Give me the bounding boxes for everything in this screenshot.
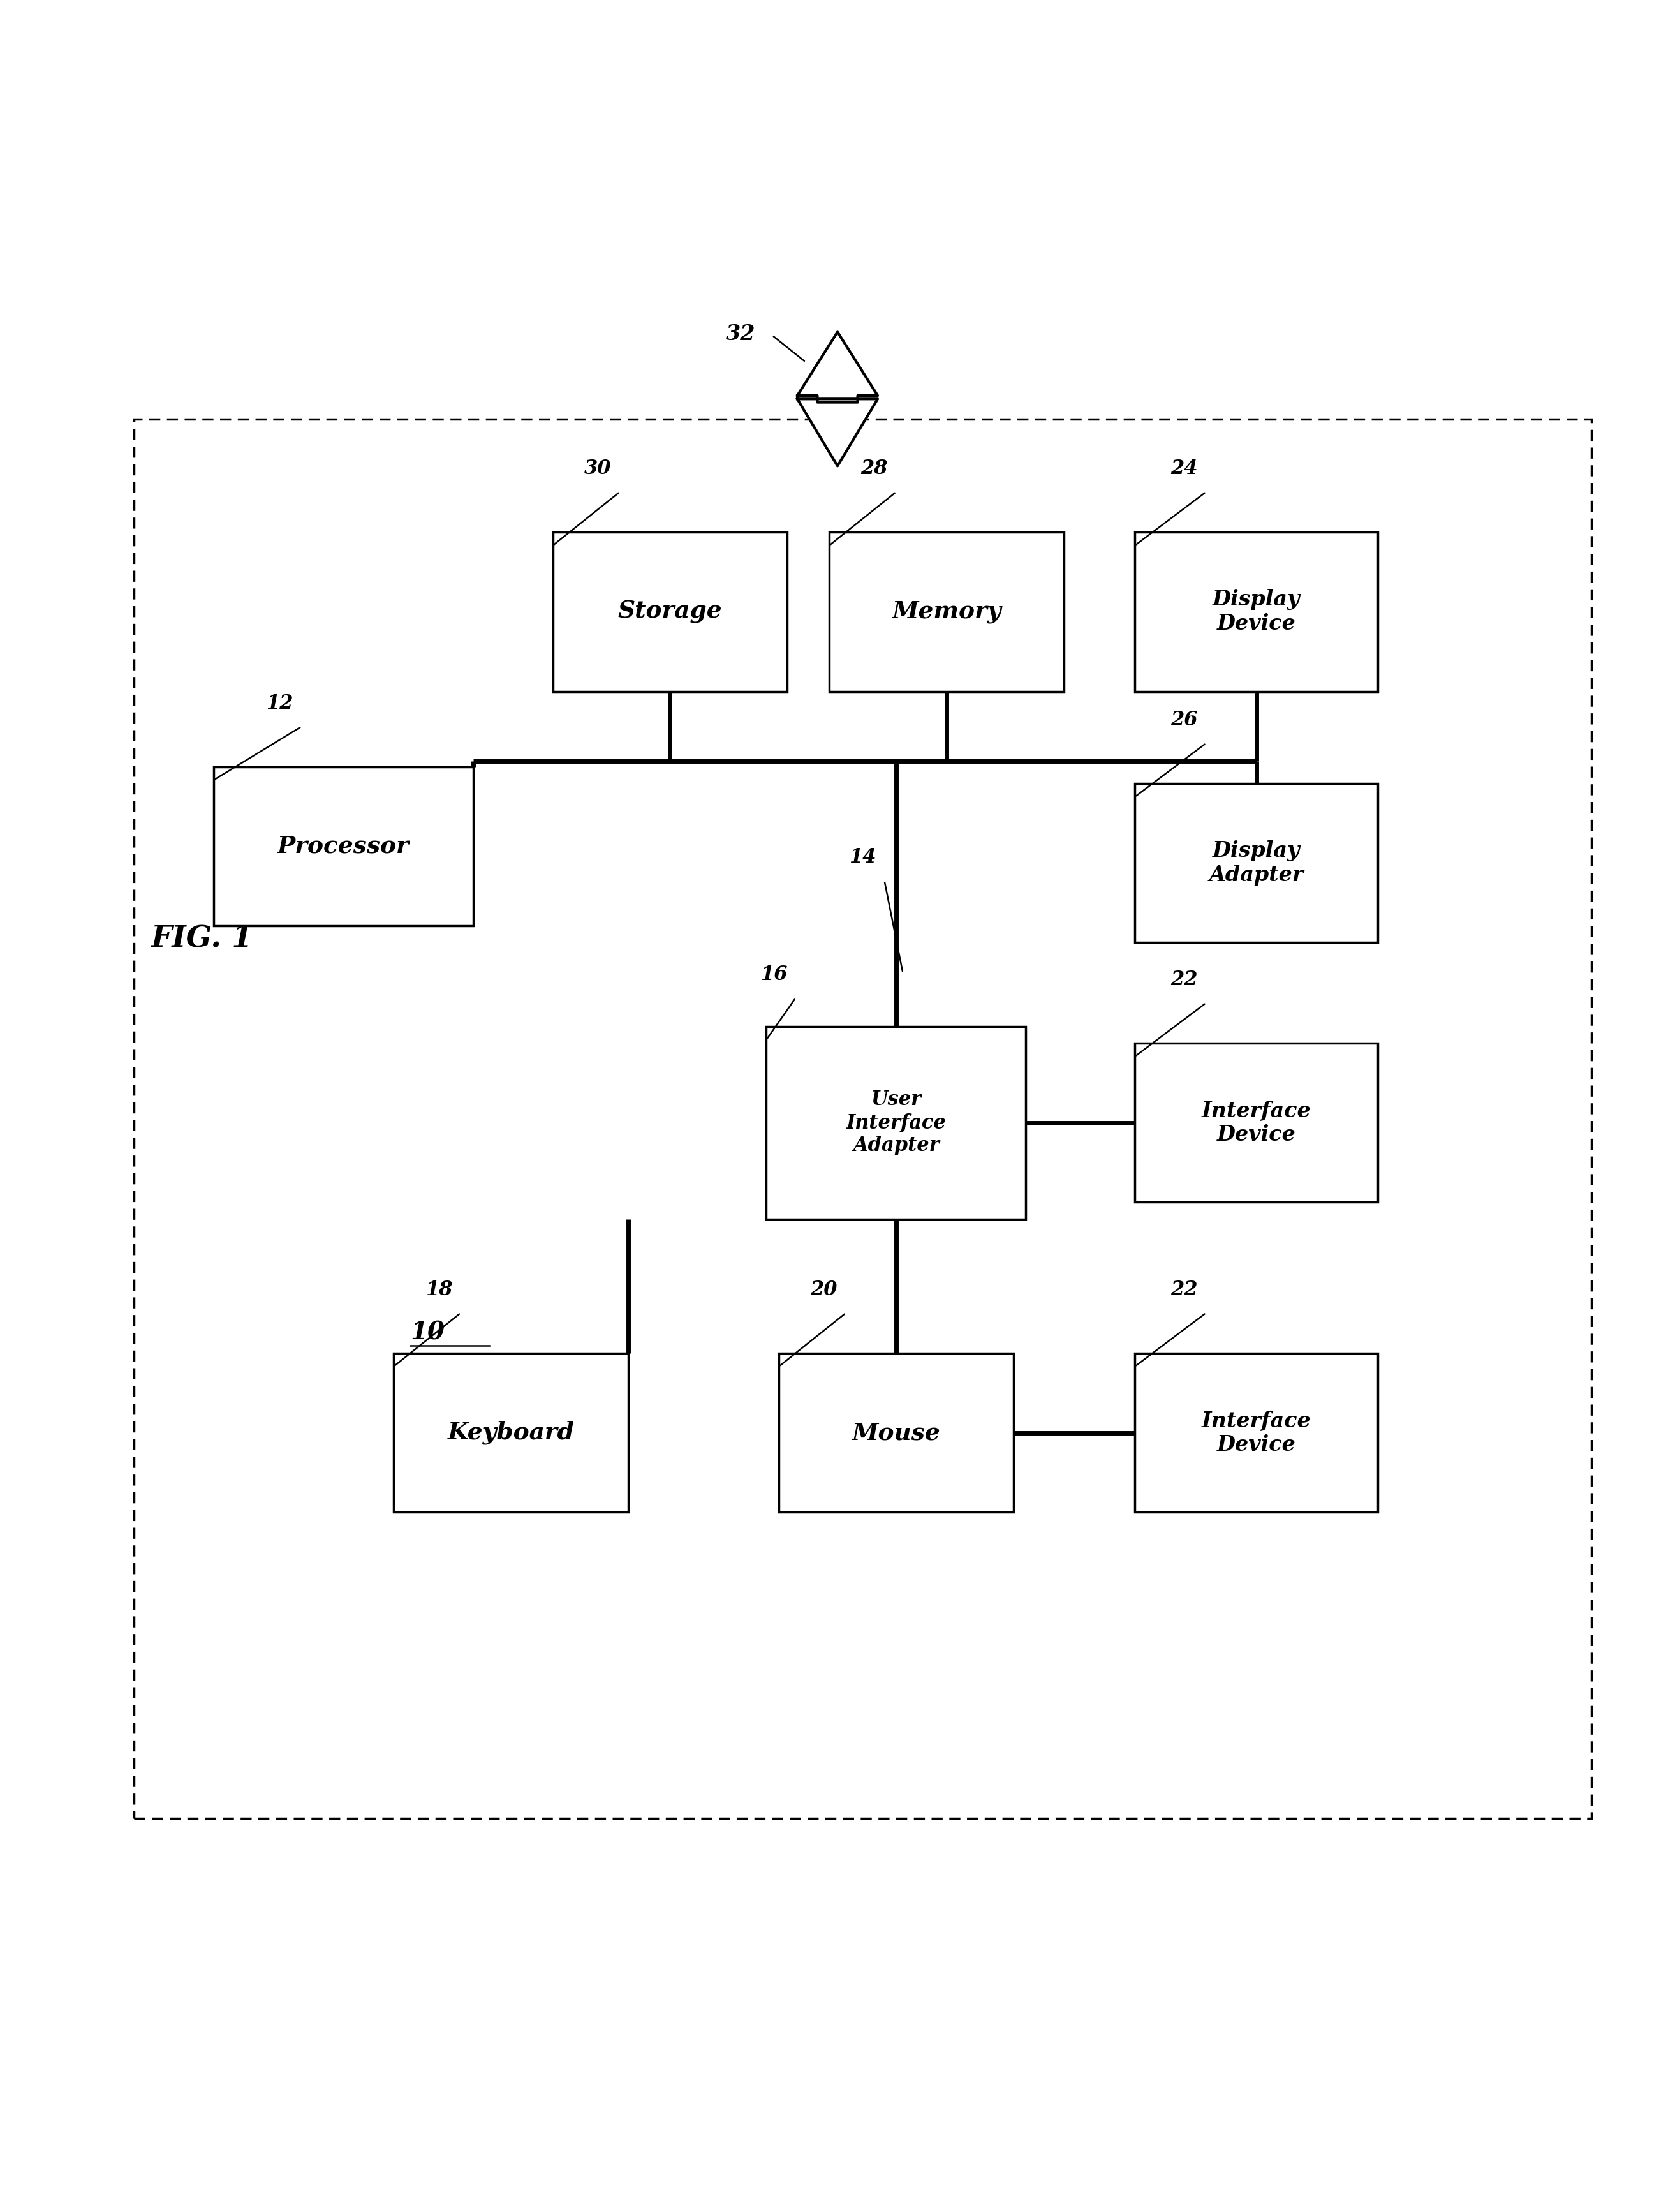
Text: 18: 18 xyxy=(425,1281,452,1298)
FancyBboxPatch shape xyxy=(394,1354,628,1513)
Text: 22: 22 xyxy=(1171,1281,1198,1298)
Text: 12: 12 xyxy=(266,692,293,712)
Text: Keyboard: Keyboard xyxy=(447,1420,575,1444)
Text: 24: 24 xyxy=(1171,458,1198,478)
Text: 16: 16 xyxy=(760,964,787,984)
Text: Processor: Processor xyxy=(278,834,409,858)
Text: Display
Device: Display Device xyxy=(1213,588,1300,635)
Text: Interface
Device: Interface Device xyxy=(1201,1099,1312,1146)
Text: Mouse: Mouse xyxy=(853,1420,940,1444)
Text: 26: 26 xyxy=(1171,710,1198,730)
FancyBboxPatch shape xyxy=(553,533,787,692)
FancyBboxPatch shape xyxy=(779,1354,1013,1513)
Text: Storage: Storage xyxy=(618,599,722,624)
Text: 30: 30 xyxy=(585,458,611,478)
Text: Display
Adapter: Display Adapter xyxy=(1209,841,1303,885)
FancyBboxPatch shape xyxy=(829,533,1064,692)
FancyBboxPatch shape xyxy=(214,768,472,927)
Text: 20: 20 xyxy=(811,1281,838,1298)
Text: 22: 22 xyxy=(1171,969,1198,989)
Text: 14: 14 xyxy=(849,847,876,867)
Polygon shape xyxy=(797,398,878,467)
Text: Memory: Memory xyxy=(891,599,1002,624)
Polygon shape xyxy=(797,332,878,398)
Text: 32: 32 xyxy=(725,323,755,345)
FancyBboxPatch shape xyxy=(1136,1354,1379,1513)
Text: FIG. 1: FIG. 1 xyxy=(151,925,253,953)
Text: User
Interface
Adapter: User Interface Adapter xyxy=(846,1091,946,1155)
Text: 10: 10 xyxy=(410,1321,446,1345)
FancyBboxPatch shape xyxy=(1136,533,1379,692)
FancyBboxPatch shape xyxy=(1136,1044,1379,1203)
Text: Interface
Device: Interface Device xyxy=(1201,1409,1312,1455)
FancyBboxPatch shape xyxy=(767,1026,1025,1219)
FancyBboxPatch shape xyxy=(1136,783,1379,942)
Text: 28: 28 xyxy=(861,458,888,478)
